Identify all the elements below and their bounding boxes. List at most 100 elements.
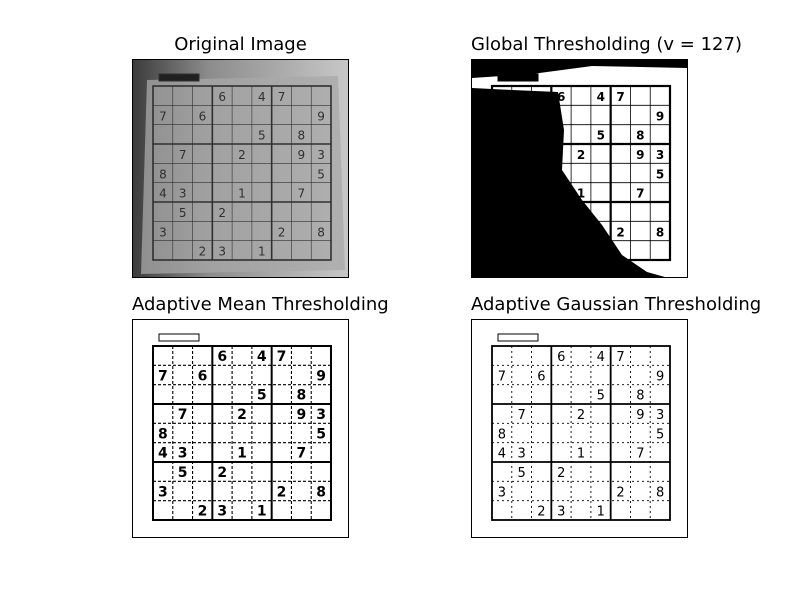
sudoku-digit: 1: [597, 505, 605, 520]
sudoku-digit: 4: [597, 90, 605, 104]
sudoku-digit: 5: [317, 167, 325, 181]
sudoku-digit: 6: [199, 109, 207, 123]
sudoku-digit: 2: [238, 148, 246, 162]
sudoku-digit: 7: [636, 447, 644, 462]
sudoku-digit: 8: [298, 129, 306, 143]
sudoku-digit: 4: [597, 350, 605, 365]
sudoku-digit: 7: [616, 350, 624, 365]
sudoku-digit: 9: [296, 407, 306, 423]
dark-region: [472, 88, 665, 277]
sudoku-digit: 8: [317, 225, 325, 239]
sudoku-digit: 7: [298, 187, 306, 201]
sudoku-digit: 5: [656, 167, 664, 181]
sudoku-digit: 3: [656, 148, 664, 162]
sudoku-digit: 5: [597, 389, 605, 404]
sudoku-digit: 3: [158, 484, 168, 500]
sudoku-digit: 1: [257, 504, 267, 520]
sudoku-digit: 7: [498, 369, 506, 384]
sudoku-digit: 1: [258, 245, 266, 259]
sudoku-digit: 8: [636, 129, 644, 143]
sudoku-digit: 2: [237, 407, 247, 423]
sudoku-digit: 3: [178, 446, 188, 462]
sudoku-digit: 6: [537, 369, 545, 384]
sudoku-digit: 5: [258, 129, 266, 143]
sudoku-digit: 3: [217, 504, 227, 520]
sudoku-digit: 2: [616, 485, 624, 500]
sudoku-digit: 2: [616, 225, 624, 239]
sudoku-digit: 7: [296, 446, 306, 462]
sudoku-digit: 8: [498, 427, 506, 442]
sudoku-digit: 8: [656, 485, 664, 500]
sudoku-digit: 1: [237, 446, 247, 462]
dark-region: [472, 60, 687, 78]
panel-title: Adaptive Mean Thresholding: [132, 294, 389, 315]
sudoku-digit: 8: [159, 167, 167, 181]
sudoku-digit: 7: [158, 368, 168, 384]
sudoku-digit: 1: [577, 447, 585, 462]
sudoku-digit: 3: [498, 485, 506, 500]
sudoku-digit: 7: [518, 408, 526, 423]
sudoku-digit: 1: [238, 187, 246, 201]
sudoku-digit: 1: [577, 187, 585, 201]
sudoku-digit: 3: [316, 407, 326, 423]
panel-global: Global Thresholding (v = 127) 6477695872…: [471, 34, 742, 278]
sudoku-digit: 2: [577, 408, 585, 423]
sudoku-digit: 8: [316, 484, 326, 500]
board-border: [152, 345, 332, 521]
panel-title: Original Image: [174, 34, 307, 55]
sudoku-digit: 5: [518, 466, 526, 481]
sudoku-digit: 2: [198, 504, 208, 520]
puzzle-label-strip: [158, 73, 200, 82]
puzzle-label-strip: [158, 333, 200, 342]
sudoku-digit: 8: [636, 389, 644, 404]
sudoku-digit: 5: [597, 129, 605, 143]
sudoku-digit: 3: [159, 225, 167, 239]
sudoku-digit: 3: [179, 187, 187, 201]
sudoku-digit: 7: [159, 109, 167, 123]
sudoku-digit: 3: [317, 148, 325, 162]
paper: [141, 76, 345, 274]
sudoku-digit: 2: [277, 484, 287, 500]
sudoku-digit: 2: [537, 505, 545, 520]
sudoku-digit: 4: [159, 187, 167, 201]
sudoku-digit: 9: [656, 109, 664, 123]
sudoku-digit: 2: [199, 245, 207, 259]
sudoku-digit: 4: [158, 446, 168, 462]
sudoku-digit: 9: [298, 148, 306, 162]
sudoku-digit: 7: [277, 349, 287, 365]
board-border: [152, 85, 332, 261]
sudoku-digit: 5: [178, 465, 188, 481]
sudoku-digit: 5: [656, 427, 664, 442]
sudoku-digit: 3: [557, 505, 565, 520]
sudoku-digit: 7: [178, 407, 188, 423]
sudoku-digit: 8: [158, 426, 168, 442]
sudoku-digit: 6: [217, 349, 227, 365]
sudoku-digit: 7: [636, 187, 644, 201]
sudoku-digit: 6: [557, 350, 565, 365]
sudoku-digit: 8: [656, 225, 664, 239]
sudoku-digit: 4: [258, 90, 266, 104]
sudoku-digit: 2: [577, 148, 585, 162]
sudoku-digit: 5: [316, 426, 326, 442]
sudoku-digit: 9: [656, 369, 664, 384]
board-border: [491, 345, 671, 521]
sudoku-digit: 2: [217, 465, 227, 481]
sudoku-digit: 6: [198, 368, 208, 384]
sudoku-digit: 2: [218, 206, 226, 220]
puzzle-label-strip: [497, 333, 539, 342]
sudoku-digit: 9: [317, 109, 325, 123]
sudoku-digit: 9: [316, 368, 326, 384]
sudoku-digit: 3: [218, 245, 226, 259]
sudoku-digit: 4: [498, 447, 506, 462]
sudoku-digit: 8: [296, 388, 306, 404]
sudoku-digit: 5: [257, 388, 267, 404]
